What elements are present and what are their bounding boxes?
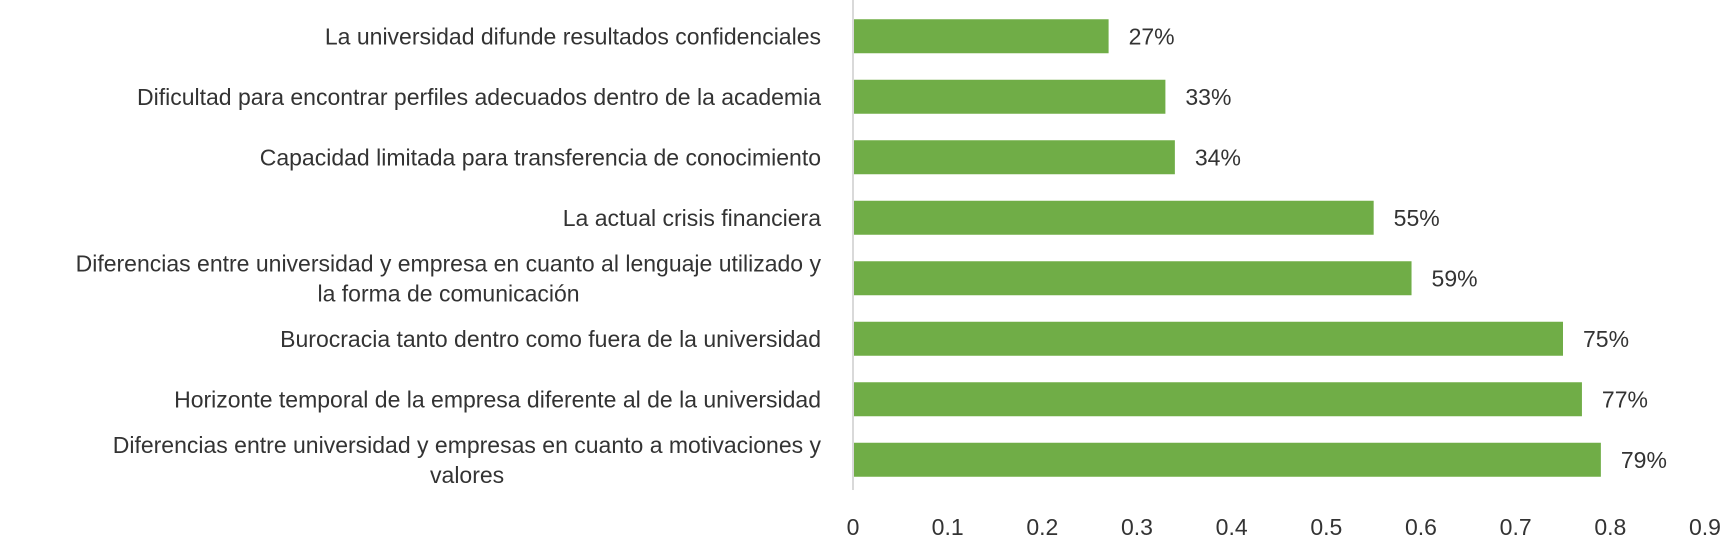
data-label: 27% xyxy=(1129,23,1175,49)
x-tick-label: 0.8 xyxy=(1594,514,1626,540)
bar xyxy=(854,19,1109,54)
category-label: Burocracia tanto dentro como fuera de la… xyxy=(280,326,821,352)
category-label: Horizonte temporal de la empresa diferen… xyxy=(174,386,821,412)
category-label: la forma de comunicación xyxy=(318,280,580,306)
category-label: Dificultad para encontrar perfiles adecu… xyxy=(137,84,821,110)
bar xyxy=(854,261,1412,296)
x-tick-label: 0.1 xyxy=(932,514,964,540)
data-label: 75% xyxy=(1583,326,1629,352)
bar xyxy=(854,200,1374,235)
category-label: Diferencias entre universidad y empresa … xyxy=(76,250,822,276)
bars xyxy=(854,19,1601,477)
x-tick-label: 0.6 xyxy=(1405,514,1437,540)
x-tick-label: 0.2 xyxy=(1026,514,1058,540)
x-tick-label: 0.4 xyxy=(1216,514,1248,540)
x-axis-tick-labels: 0 0.1 0.2 0.3 0.4 0.5 0.6 0.7 0.8 0.9 xyxy=(847,514,1721,540)
bar xyxy=(854,442,1601,477)
data-labels: 27% 33% 34% 55% 59% 75% 77% 79% xyxy=(1129,23,1667,473)
data-label: 79% xyxy=(1621,447,1667,473)
bar xyxy=(854,140,1175,175)
x-tick-label: 0.3 xyxy=(1121,514,1153,540)
category-label: Diferencias entre universidad y empresas… xyxy=(113,432,822,458)
bar xyxy=(854,321,1563,356)
x-tick-label: 0.5 xyxy=(1310,514,1342,540)
x-tick-label: 0.7 xyxy=(1500,514,1532,540)
data-label: 55% xyxy=(1394,205,1440,231)
data-label: 77% xyxy=(1602,386,1648,412)
x-tick-label: 0.9 xyxy=(1689,514,1721,540)
data-label: 33% xyxy=(1185,84,1231,110)
x-tick-label: 0 xyxy=(847,514,860,540)
category-label: La universidad difunde resultados confid… xyxy=(325,23,821,49)
category-label: La actual crisis financiera xyxy=(563,205,821,231)
category-labels: La universidad difunde resultados confid… xyxy=(76,23,822,488)
bar xyxy=(854,79,1166,114)
data-label: 34% xyxy=(1195,144,1241,170)
category-label: valores xyxy=(430,462,504,488)
category-label: Capacidad limitada para transferencia de… xyxy=(260,144,821,170)
bar xyxy=(854,382,1582,417)
data-label: 59% xyxy=(1432,265,1478,291)
